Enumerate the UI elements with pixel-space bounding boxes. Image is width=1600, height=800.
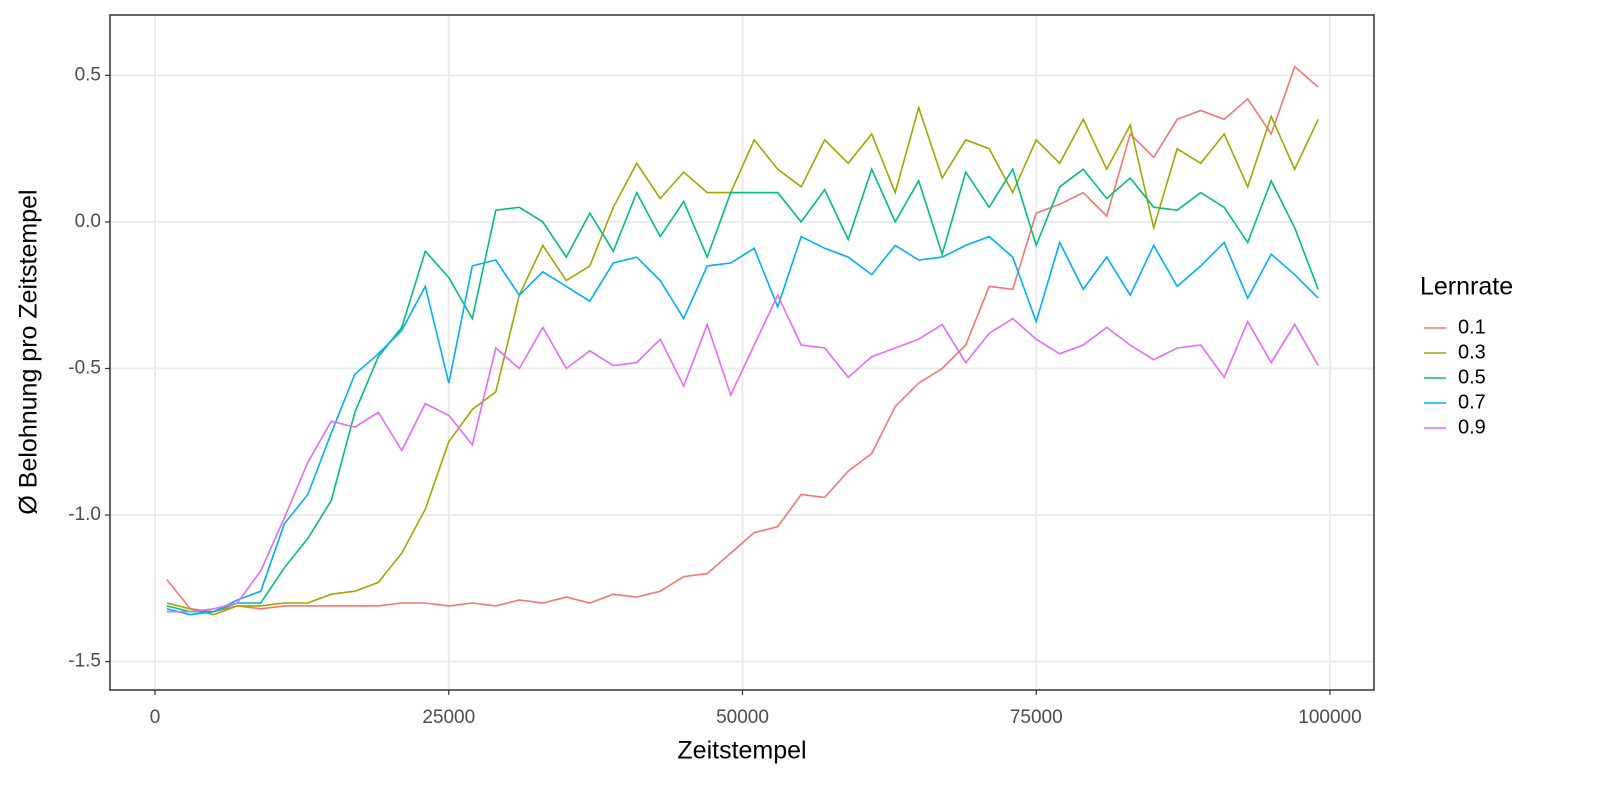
- y-tick-label: -1.0: [68, 504, 101, 525]
- data-line: [166, 293, 1319, 613]
- data-line: [166, 65, 1319, 613]
- legend-label: 0.7: [1458, 391, 1486, 413]
- plot-border: [109, 14, 1375, 691]
- legend-title: Lernrate: [1420, 273, 1513, 301]
- x-tick-label: 50000: [716, 707, 769, 728]
- x-axis-title: Zeitstempel: [677, 737, 806, 765]
- x-tick-label: 0: [150, 707, 161, 728]
- y-tick-label: 0.5: [75, 64, 101, 85]
- x-tick-label: 75000: [1010, 707, 1063, 728]
- y-tick-label: 0.0: [75, 211, 101, 232]
- y-tick-label: -1.5: [68, 651, 101, 672]
- legend-label: 0.9: [1458, 416, 1486, 438]
- legend-label: 0.3: [1458, 341, 1486, 363]
- data-line: [166, 104, 1319, 616]
- y-axis-title: Ø Belohnung pro Zeitstempel: [15, 189, 43, 514]
- data-line: [166, 166, 1319, 613]
- x-tick-label: 25000: [422, 707, 475, 728]
- data-line: [166, 235, 1319, 616]
- x-tick-label: 100000: [1298, 707, 1361, 728]
- legend-label: 0.5: [1458, 366, 1486, 388]
- legend-label: 0.1: [1458, 316, 1486, 338]
- y-tick-label: -0.5: [68, 357, 101, 378]
